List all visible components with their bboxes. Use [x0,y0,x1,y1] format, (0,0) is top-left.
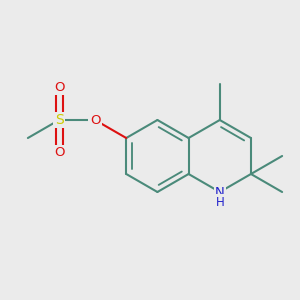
Text: O: O [90,113,100,127]
Text: S: S [55,113,63,127]
Text: O: O [54,146,64,159]
Text: N: N [215,185,225,199]
Text: O: O [54,81,64,94]
Text: H: H [215,196,224,208]
